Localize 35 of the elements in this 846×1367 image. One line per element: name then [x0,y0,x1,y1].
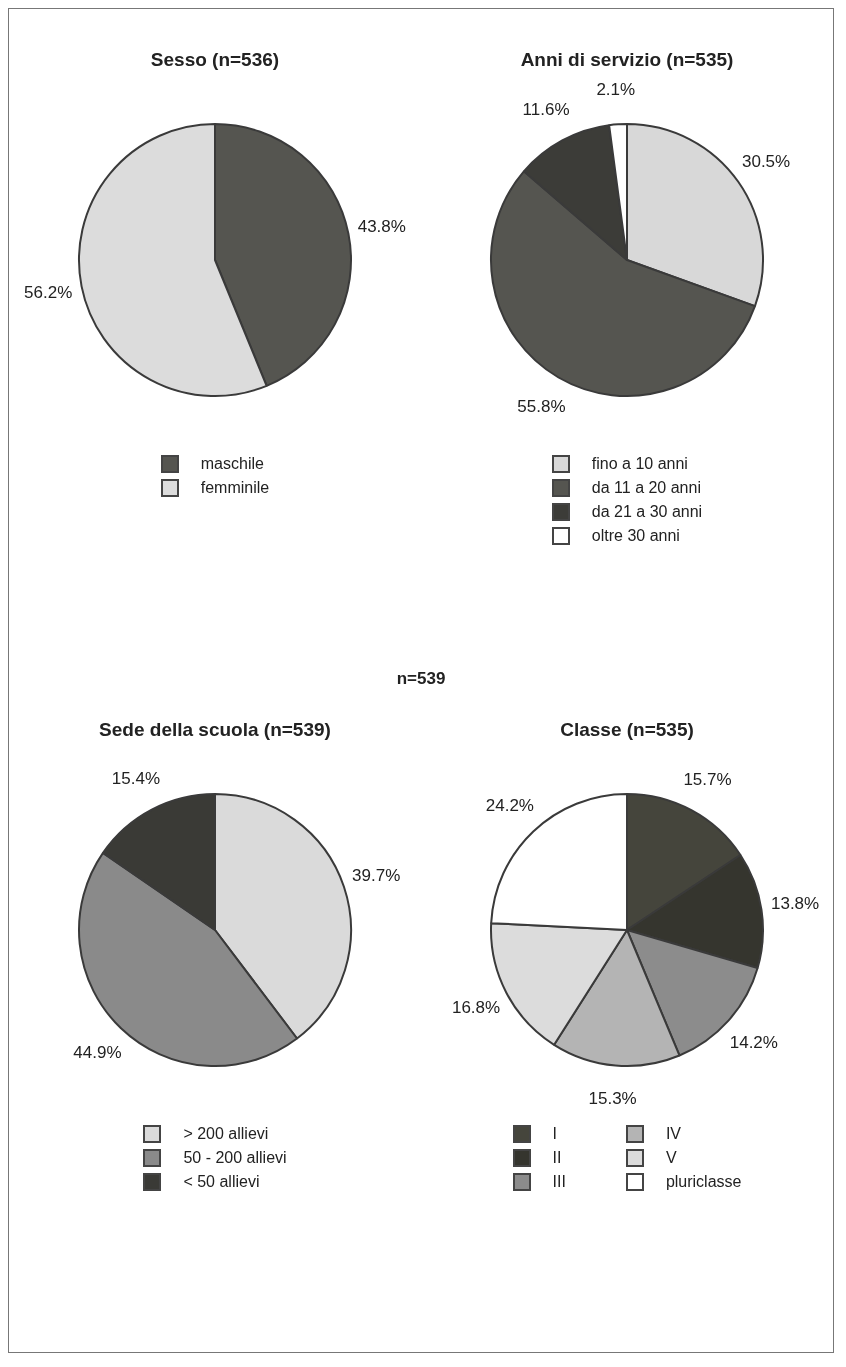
data-label: 11.6% [522,100,570,120]
legend-label: > 200 allievi [183,1125,269,1143]
data-label: 2.1% [596,80,636,100]
chart-title: Classe (n=535) [560,719,694,741]
text: n=539 [395,669,447,689]
data-label: 43.8% [357,216,406,236]
legend-label: I [552,1125,557,1143]
data-label: 39.7% [352,865,401,885]
legend-label: maschile [200,455,264,473]
legend-label: II [552,1149,562,1167]
legend-label: da 11 a 20 anni [591,479,701,497]
data-label: 14.2% [729,1032,778,1052]
legend-label: femminile [200,479,270,497]
data-label: 56.2% [24,282,73,302]
data-label: 30.5% [741,151,791,171]
chart-title: Sede della scuola (n=539) [99,719,331,741]
data-label: 13.8% [770,894,820,914]
legend-label: 50 - 200 allievi [183,1149,287,1167]
data-label: 15.4% [111,769,161,789]
legend-label: oltre 30 anni [591,527,680,545]
legend-label: III [552,1173,566,1191]
chart-title: Anni di servizio (n=535) [520,49,734,71]
legend-label: fino a 10 anni [591,455,688,473]
data-label: 44.9% [73,1042,122,1062]
legend-label: IV [665,1125,681,1143]
data-label: 15.7% [683,769,732,789]
data-label: 16.8% [451,997,501,1017]
legend-label: pluriclasse [665,1173,742,1191]
legend-label: V [665,1149,677,1167]
data-label: 55.8% [517,396,566,416]
data-label: 24.2% [485,796,534,816]
chart-title: Sesso (n=536) [150,49,280,71]
legend-label: da 21 a 30 anni [591,503,703,521]
legend-label: < 50 allievi [183,1173,260,1191]
data-label: 15.3% [588,1089,637,1109]
